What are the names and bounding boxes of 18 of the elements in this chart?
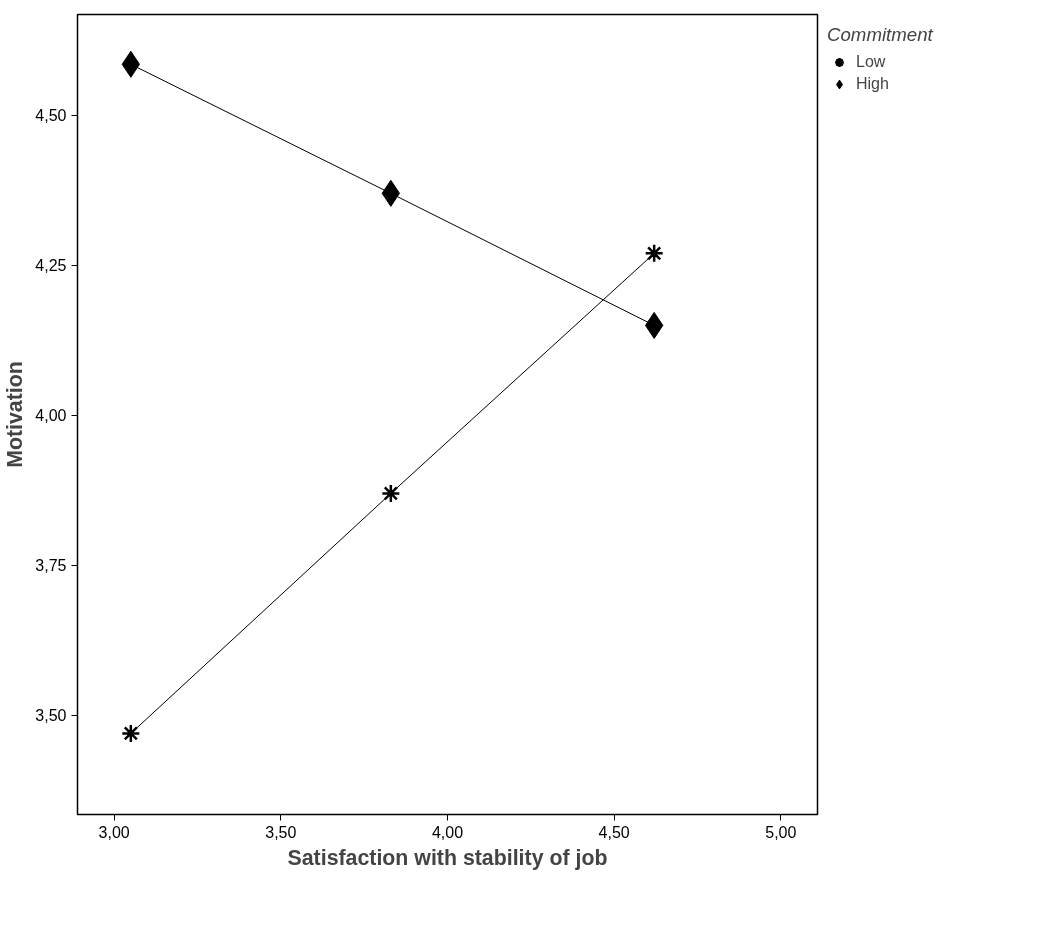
x-tick-label: 4,50	[598, 823, 630, 841]
y-tick-label: 4,00	[35, 407, 67, 425]
legend-title: Commitment	[827, 24, 933, 46]
x-tick-label: 3,00	[98, 823, 130, 841]
y-axis-title: Motivation	[3, 361, 28, 468]
x-axis-title: Satisfaction with stability of job	[287, 845, 608, 870]
x-tick-label: 3,50	[265, 823, 297, 841]
point	[381, 483, 401, 504]
x-tick-label: 4,00	[431, 823, 464, 841]
point	[121, 723, 141, 744]
y-tick-label: 3,50	[35, 707, 67, 725]
x-tick-label: 5,00	[765, 823, 797, 841]
legend-label: Low	[856, 53, 886, 71]
y-tick-label: 3,75	[35, 557, 67, 575]
y-tick-label: 4,25	[35, 257, 67, 275]
point	[644, 243, 664, 264]
y-tick-label: 4,50	[35, 107, 67, 125]
legend-label: High	[856, 75, 889, 93]
